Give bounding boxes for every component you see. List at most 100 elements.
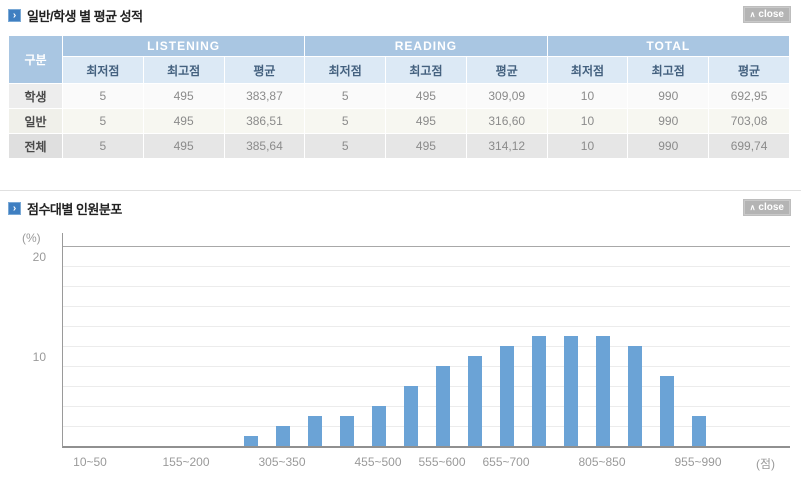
bar-455~500: [372, 406, 386, 446]
score-cell: 495: [142, 108, 225, 134]
score-cell: 10: [546, 83, 629, 109]
score-cell: 383,87: [223, 83, 306, 109]
section1-close-button[interactable]: ∧ close: [742, 6, 792, 23]
score-table-body: 학생 5 495 383,87 5 495 309,09 10 990 692,95 일반 5 495 3…: [8, 83, 790, 159]
score-cell: 385,64: [223, 133, 306, 159]
score-cell: 495: [142, 133, 225, 159]
section-arrow-icon: ›: [8, 202, 21, 215]
score-cell: 5: [62, 83, 144, 109]
bar-305~350: [276, 426, 290, 446]
gridline: [63, 246, 790, 247]
table-row: 일반 5 495 386,51 5 495 316,60 10 990 703,08: [8, 108, 790, 134]
score-table-head: 구분 LISTENING READING TOTAL 최저점 최고점 평균 최저점 최고점 평균 최…: [8, 35, 791, 84]
group-header: TOTAL: [546, 35, 791, 57]
bar-655~700: [500, 346, 514, 446]
gridline: [63, 386, 790, 387]
row-label: 학생: [8, 83, 63, 109]
section2-close-button[interactable]: ∧ close: [742, 199, 792, 216]
x-tick-label: 10~50: [73, 455, 107, 469]
gridline: [63, 346, 790, 347]
close-button-label: close: [758, 202, 784, 213]
score-cell: 495: [385, 83, 467, 109]
chart-plot-area: [62, 233, 790, 448]
table-row: 전체 5 495 385,64 5 495 314,12 10 990 699,74: [8, 133, 790, 159]
section2-header: › 점수대별 인원분포: [8, 199, 122, 218]
sub-header: 평균: [708, 56, 790, 84]
x-tick-label: 455~500: [354, 455, 402, 469]
gridline: [63, 306, 790, 307]
bar-405~450: [340, 416, 354, 446]
sub-header: 평균: [223, 56, 306, 84]
sub-header: 최고점: [142, 56, 225, 84]
y-axis-unit-label: (%): [22, 231, 41, 245]
score-cell: 5: [304, 108, 387, 134]
score-cell: 386,51: [223, 108, 306, 134]
bar-705~750: [532, 336, 546, 446]
x-tick-label: 955~990: [674, 455, 722, 469]
score-cell: 5: [304, 83, 387, 109]
score-cell: 990: [627, 133, 710, 159]
bar-855~900: [628, 346, 642, 446]
gridline: [63, 366, 790, 367]
bar-355~400: [308, 416, 322, 446]
table-row: 학생 5 495 383,87 5 495 309,09 10 990 692,95: [8, 83, 790, 109]
score-cell: 5: [62, 133, 144, 159]
score-cell: 703,08: [708, 108, 790, 134]
score-cell: 10: [546, 108, 629, 134]
row-label: 일반: [8, 108, 63, 134]
section-divider: [0, 190, 801, 191]
sub-header: 최저점: [546, 56, 629, 84]
score-cell: 495: [385, 108, 467, 134]
score-cell: 990: [627, 83, 710, 109]
sub-header: 최고점: [385, 56, 467, 84]
score-summary-table: 구분 LISTENING READING TOTAL 최저점 최고점 평균 최저점 최고점 평균 최…: [8, 35, 791, 159]
close-button-label: close: [758, 9, 784, 20]
bar-955~990: [692, 416, 706, 446]
bar-605~650: [468, 356, 482, 446]
row-label: 전체: [8, 133, 63, 159]
sub-header: 최고점: [627, 56, 710, 84]
x-tick-label: 805~850: [578, 455, 626, 469]
collapse-caret-icon: ∧: [749, 202, 756, 212]
score-cell: 990: [627, 108, 710, 134]
score-distribution-chart: (%) (점) 10~50 155~200 305~350 455~500 555~60…: [0, 228, 801, 476]
x-tick-label: 655~700: [482, 455, 530, 469]
score-cell: 5: [304, 133, 387, 159]
x-tick-label: 155~200: [162, 455, 210, 469]
gridline: [63, 426, 790, 427]
score-cell: 316,60: [465, 108, 548, 134]
score-cell: 314,12: [465, 133, 548, 159]
score-cell: 309,09: [465, 83, 548, 109]
bar-905~950: [660, 376, 674, 446]
bar-805~850: [596, 336, 610, 446]
sub-header: 최저점: [62, 56, 144, 84]
group-header: READING: [304, 35, 548, 57]
bar-555~600: [436, 366, 450, 446]
gridline: [63, 406, 790, 407]
sub-header: 평균: [465, 56, 548, 84]
score-cell: 495: [142, 83, 225, 109]
collapse-caret-icon: ∧: [749, 9, 756, 19]
score-cell: 5: [62, 108, 144, 134]
y-tick-label: 10: [32, 350, 46, 364]
x-axis-unit-label: (점): [756, 457, 776, 471]
score-cell: 692,95: [708, 83, 790, 109]
gridline: [63, 286, 790, 287]
section1-title: 일반/학생 별 평균 성적: [27, 9, 143, 24]
x-tick-label: 555~600: [418, 455, 466, 469]
score-cell: 699,74: [708, 133, 790, 159]
bar-255~300: [244, 436, 258, 446]
section2-title: 점수대별 인원분포: [27, 202, 122, 217]
sub-header: 최저점: [304, 56, 387, 84]
section-arrow-icon: ›: [8, 9, 21, 22]
bar-505~550: [404, 386, 418, 446]
score-cell: 495: [385, 133, 467, 159]
gridline: [63, 326, 790, 327]
y-tick-label: 20: [32, 250, 46, 264]
group-header: LISTENING: [61, 35, 306, 57]
gridline: [63, 266, 790, 267]
corner-header: 구분: [8, 35, 63, 84]
bar-755~800: [564, 336, 578, 446]
section1-header: › 일반/학생 별 평균 성적: [8, 6, 143, 25]
x-tick-label: 305~350: [258, 455, 306, 469]
